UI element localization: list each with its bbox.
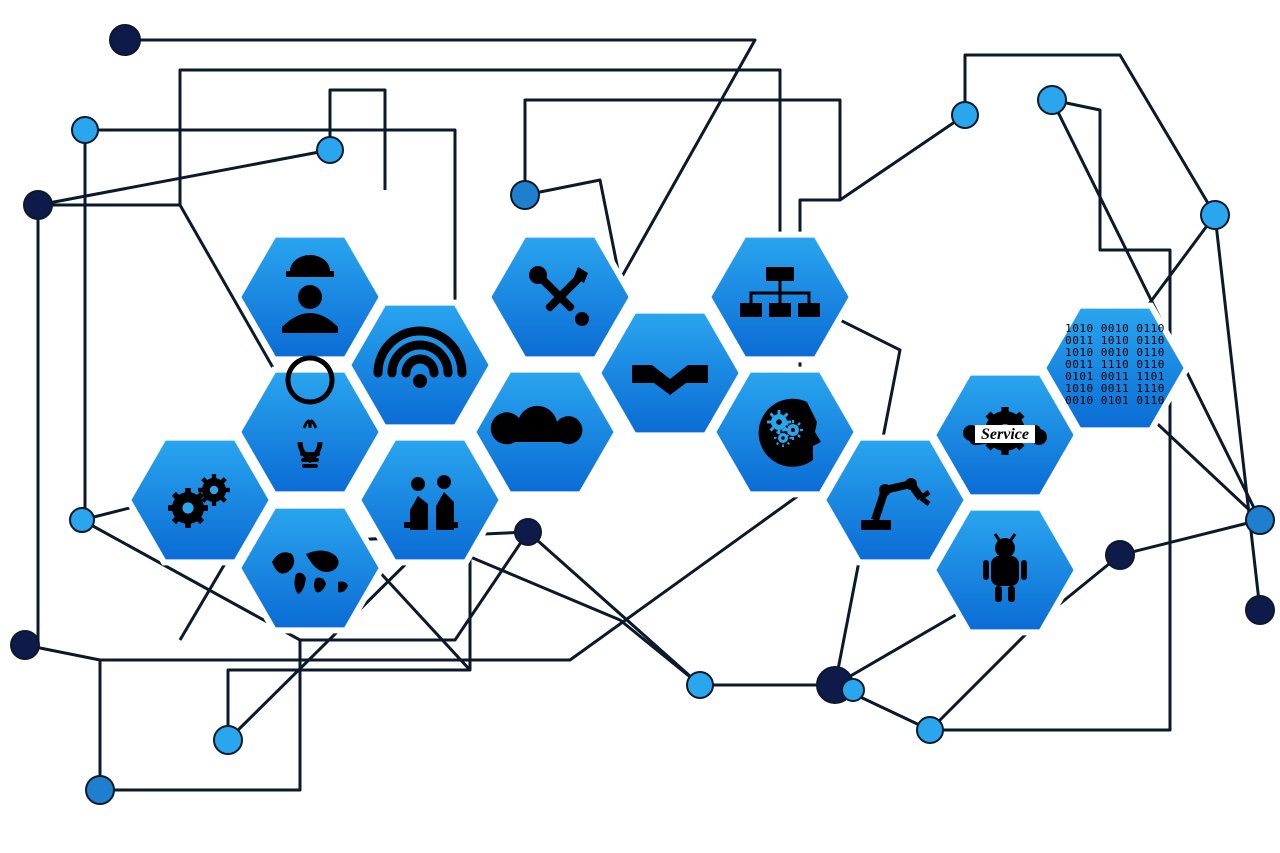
network-edge <box>840 115 965 200</box>
network-edge <box>25 205 38 645</box>
network-node <box>1106 541 1134 569</box>
network-node <box>72 117 98 143</box>
network-node <box>86 776 114 804</box>
network-node <box>1246 596 1274 624</box>
network-edge <box>1120 520 1260 555</box>
network-node <box>317 137 343 163</box>
network-diagram: 1010 0010 01100011 1010 01101010 0010 01… <box>0 0 1280 853</box>
hex-tools <box>488 235 632 360</box>
network-node <box>842 679 864 701</box>
network-node <box>917 717 943 743</box>
binary-icon: 1010 0010 01100011 1010 01101010 0010 01… <box>1065 322 1165 407</box>
network-node <box>1246 506 1274 534</box>
network-node <box>214 726 242 754</box>
network-edge <box>38 70 780 290</box>
network-edge <box>965 55 1215 215</box>
network-edge <box>1215 215 1260 610</box>
hex-cloud <box>473 370 617 495</box>
network-node <box>24 191 52 219</box>
network-node <box>1201 201 1229 229</box>
network-node <box>515 519 541 545</box>
network-node <box>70 508 94 532</box>
hexagon-cluster: 1010 0010 01100011 1010 01101010 0010 01… <box>128 235 1187 633</box>
network-node <box>687 672 713 698</box>
network-node <box>110 25 140 55</box>
network-node <box>11 631 39 659</box>
hex-people <box>358 438 502 563</box>
binary-line: 0010 0101 0110 <box>1065 394 1165 407</box>
network-node <box>1038 86 1066 114</box>
network-node <box>511 181 539 209</box>
service-label: Service <box>981 426 1029 443</box>
network-edge <box>82 130 85 520</box>
network-node <box>952 102 978 128</box>
network-edge <box>38 150 330 205</box>
network-edge <box>528 532 700 685</box>
network-edge <box>125 40 755 280</box>
hex-orgchart <box>708 235 852 360</box>
